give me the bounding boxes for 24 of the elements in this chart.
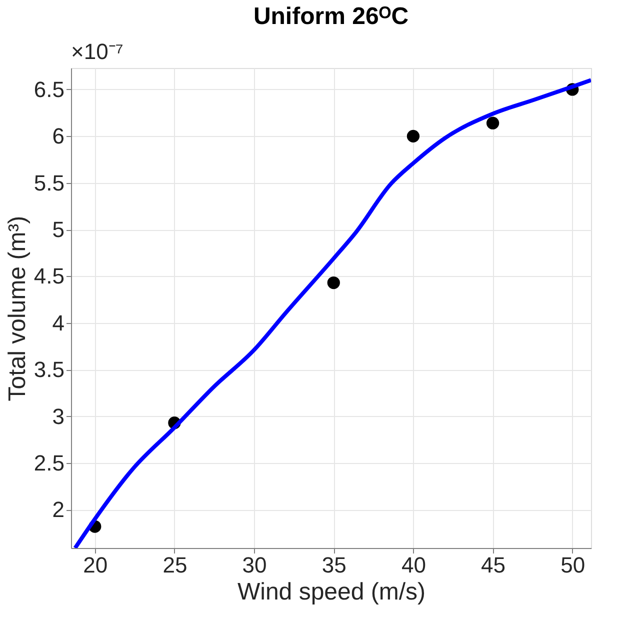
chart-title: Uniform 26ᴼC <box>253 3 409 30</box>
y-tick-label: 4.5 <box>34 264 64 289</box>
y-tick-label: 2.5 <box>34 450 64 476</box>
x-axis-title: Wind speed (m/s) <box>237 578 426 606</box>
point <box>406 130 420 142</box>
x-tick-label: 25 <box>162 552 188 578</box>
point <box>327 276 340 290</box>
y-tick-label: 2 <box>52 497 64 522</box>
text: ×10⁻⁷ <box>71 39 124 64</box>
y-tick-label: 3.5 <box>34 357 64 382</box>
x-tick-label: 20 <box>83 552 108 578</box>
x-tick-label: 45 <box>481 552 506 578</box>
y-tick-label: 6.5 <box>34 76 64 102</box>
x-tick-label: 35 <box>322 552 346 578</box>
x-tick-label: 40 <box>401 552 426 578</box>
x-tick-label: 30 <box>242 552 267 578</box>
y-tick-label: 3 <box>52 404 64 429</box>
y-axis-title: Total volume (m³) <box>4 216 31 402</box>
y-tick-label: 5.5 <box>34 170 64 196</box>
x-tick-label: 50 <box>560 552 586 578</box>
y-tick-label: 4 <box>52 310 64 336</box>
point <box>486 116 500 130</box>
y-tick-label: 6 <box>52 124 64 149</box>
y-tick-label: 5 <box>52 217 64 242</box>
